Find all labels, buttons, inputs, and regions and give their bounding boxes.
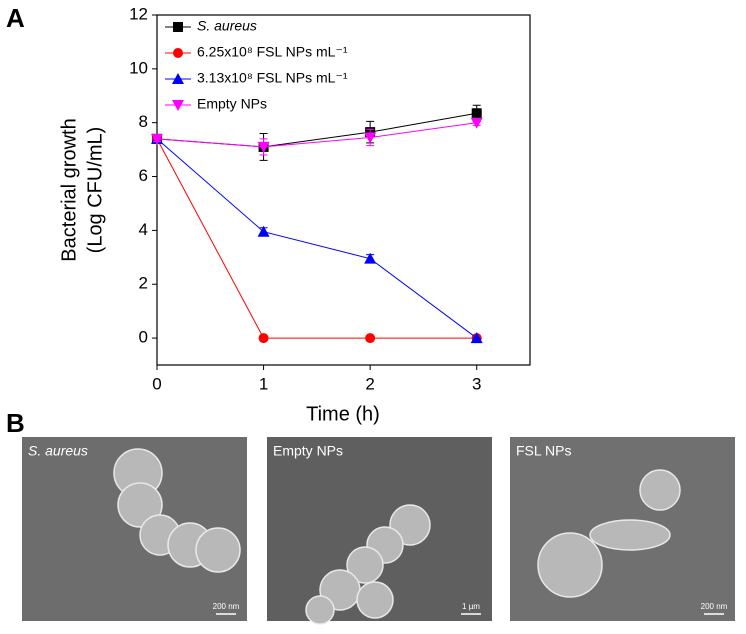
legend-marker xyxy=(172,73,184,84)
legend-label: 6.25x10⁸ FSL NPs mL⁻¹ xyxy=(197,44,348,60)
marker xyxy=(151,133,163,145)
scale-bar-label: 200 nm xyxy=(701,602,728,611)
image-label: S. aureus xyxy=(28,443,88,459)
x-axis-label: Time (h) xyxy=(306,403,380,425)
marker xyxy=(258,333,269,344)
legend-label: 3.13x10⁸ FSL NPs mL⁻¹ xyxy=(197,70,348,86)
marker xyxy=(365,333,376,344)
y-tick-label: 10 xyxy=(129,58,148,77)
cells xyxy=(113,448,681,625)
y-tick-label: 6 xyxy=(139,166,148,185)
legend-marker xyxy=(173,48,183,58)
panel-label: A xyxy=(6,3,25,33)
y-axis-label: Bacterial growth xyxy=(58,118,80,261)
scale-bar-label: 1 µm xyxy=(462,602,480,611)
x-tick-label: 1 xyxy=(259,374,268,393)
marker xyxy=(471,108,482,119)
marker xyxy=(257,225,270,237)
panel-label: B xyxy=(6,408,25,438)
x-tick-label: 2 xyxy=(365,374,374,393)
marker xyxy=(364,132,377,144)
sem-images: S. aureus Empty NPs FSL NPs 200 nm 1 µm … xyxy=(22,437,735,625)
legend-label: Empty NPs xyxy=(197,96,267,112)
series-line xyxy=(156,138,477,339)
legend-label: S. aureus xyxy=(197,18,257,34)
legend-marker xyxy=(172,100,184,111)
marker xyxy=(470,117,483,129)
plot-frame xyxy=(156,14,531,366)
y-tick-label: 12 xyxy=(129,4,148,23)
marker xyxy=(364,252,377,264)
scale-bar-label: 200 nm xyxy=(213,602,240,611)
y-tick-label: 2 xyxy=(139,274,148,293)
y-tick-label: 0 xyxy=(139,328,148,347)
image-label: FSL NPs xyxy=(516,443,572,459)
y-tick-label: 4 xyxy=(139,220,148,239)
x-tick-label: 3 xyxy=(472,374,481,393)
series-line xyxy=(156,138,478,339)
marker xyxy=(257,141,270,153)
y-axis-label: (Log CFU/mL) xyxy=(84,127,106,254)
legend-marker xyxy=(173,22,183,32)
x-tick-label: 0 xyxy=(152,374,161,393)
marker xyxy=(470,332,483,344)
series-line xyxy=(156,122,477,148)
image-label: Empty NPs xyxy=(273,443,343,459)
y-tick-label: 8 xyxy=(139,112,148,131)
